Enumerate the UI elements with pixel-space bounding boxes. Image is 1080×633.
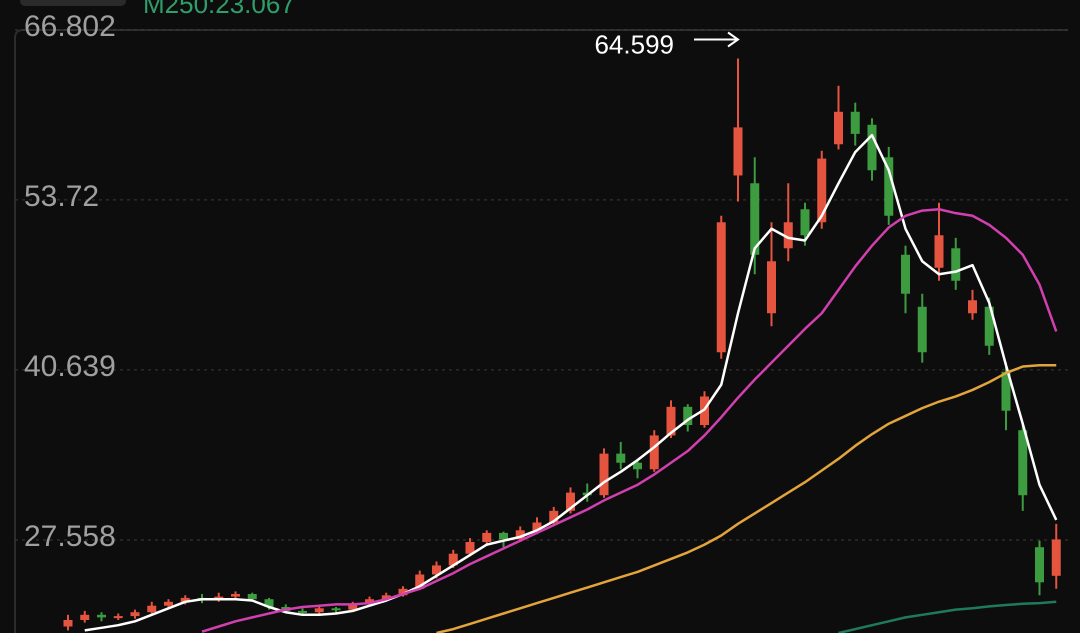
candle-body bbox=[499, 532, 508, 540]
candle-body bbox=[298, 610, 307, 613]
candle-body bbox=[867, 124, 877, 171]
candle-body bbox=[549, 510, 559, 523]
header-text: M250:23.067 bbox=[143, 0, 295, 19]
candle-body bbox=[649, 435, 659, 470]
candle-body bbox=[1035, 547, 1044, 583]
annotation-arrow bbox=[694, 31, 740, 48]
candle-body bbox=[599, 453, 609, 496]
candle-body bbox=[365, 599, 374, 605]
candle-body bbox=[934, 235, 944, 268]
candle-body bbox=[733, 127, 743, 176]
candle-body bbox=[884, 157, 894, 216]
candle-body bbox=[231, 594, 240, 597]
candle-body bbox=[247, 594, 257, 600]
candle-body bbox=[750, 183, 760, 255]
candle-body bbox=[482, 532, 492, 543]
candle-body bbox=[465, 542, 475, 554]
candle-body bbox=[63, 620, 73, 627]
candle-body bbox=[968, 300, 977, 314]
candle-body bbox=[901, 254, 910, 294]
candle-body bbox=[113, 616, 123, 619]
candle-body bbox=[515, 530, 525, 540]
candle-body bbox=[532, 522, 542, 531]
candle-body bbox=[80, 614, 90, 621]
candle-body bbox=[164, 601, 173, 606]
moving-average-line bbox=[436, 363, 1057, 633]
candle-body bbox=[666, 406, 676, 436]
candle-body bbox=[398, 588, 408, 596]
header-tab bbox=[20, 0, 126, 6]
candle-body bbox=[314, 608, 324, 613]
moving-average-line bbox=[838, 600, 1057, 633]
candle-body bbox=[566, 492, 575, 511]
candle-body bbox=[348, 604, 358, 610]
candle-body bbox=[331, 608, 341, 611]
candle-body bbox=[381, 595, 391, 600]
y-tick-label: 66.802 bbox=[24, 10, 116, 43]
candle-body bbox=[817, 158, 827, 223]
candle-body bbox=[984, 306, 994, 346]
candle-body bbox=[97, 614, 106, 618]
candle-body bbox=[633, 462, 642, 470]
candle-body bbox=[448, 553, 458, 566]
candle-body bbox=[716, 222, 726, 353]
y-tick-label: 40.639 bbox=[24, 350, 116, 383]
candle-body bbox=[432, 565, 441, 575]
candle-body bbox=[1051, 539, 1061, 576]
candle-body bbox=[800, 209, 810, 236]
candle-body bbox=[130, 612, 140, 617]
candle-body bbox=[616, 453, 626, 463]
candle-body bbox=[917, 306, 927, 353]
candle-body bbox=[1001, 371, 1011, 411]
candle-body bbox=[783, 222, 793, 249]
candle-body bbox=[415, 574, 425, 589]
y-tick-label: 27.558 bbox=[24, 520, 116, 553]
y-tick-label: 53.72 bbox=[24, 180, 99, 213]
moving-average-line bbox=[84, 133, 1058, 632]
moving-average-line bbox=[201, 208, 1058, 633]
candle-body bbox=[147, 605, 157, 613]
candle-body bbox=[1018, 430, 1028, 496]
candle-body bbox=[850, 111, 860, 134]
candle-body bbox=[767, 261, 776, 314]
candle-body bbox=[951, 248, 961, 281]
annotation-label: 64.599 bbox=[594, 29, 674, 59]
candle-body bbox=[683, 406, 693, 426]
candle-body bbox=[834, 111, 843, 145]
candle-body bbox=[180, 597, 190, 602]
candle-body bbox=[264, 599, 274, 608]
